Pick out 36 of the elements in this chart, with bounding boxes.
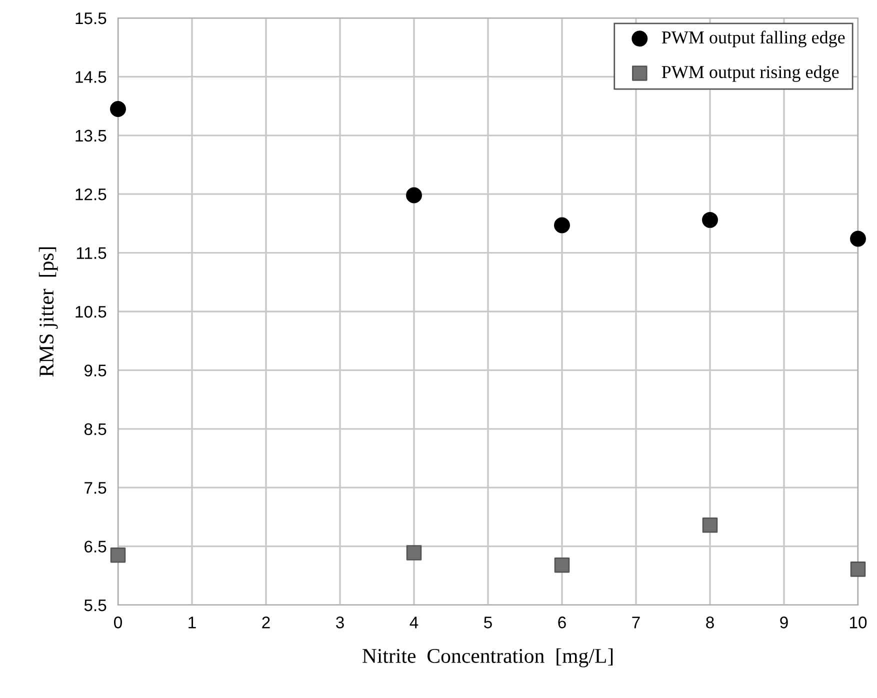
point (554, 557, 570, 573)
point (406, 187, 422, 204)
x-axis-title: Nitrite Concentration [mg/L] (362, 648, 613, 668)
point (110, 547, 126, 563)
x-tick-label: 9 (780, 616, 788, 628)
point (702, 518, 718, 533)
legend-label: PWM output falling edge (662, 30, 845, 48)
y-tick-label: 5.5 (84, 600, 106, 612)
x-tick-label: 3 (336, 616, 344, 628)
x-tick-label: 7 (632, 616, 640, 628)
y-tick-label: 11.5 (76, 247, 106, 260)
point (110, 101, 126, 117)
point (406, 545, 422, 560)
y-axis-title: RMS jitter [ps] (38, 247, 58, 377)
y-tick-label: 9.5 (84, 364, 106, 376)
y-tick-label: 12.5 (76, 188, 106, 200)
x-tick-label: 8 (706, 616, 714, 628)
point (850, 562, 866, 577)
y-tick-label: 14.5 (76, 71, 106, 83)
y-tick-label: 8.5 (84, 423, 106, 436)
x-tick-label: 5 (484, 616, 492, 628)
y-tick-label: 13.5 (76, 130, 106, 142)
y-tick-label: 7.5 (84, 482, 106, 494)
y-tick-label: 6.5 (84, 540, 106, 553)
x-tick-label: 4 (410, 616, 418, 628)
legend-label: PWM output rising edge (662, 65, 839, 82)
x-tick-label: 6 (558, 616, 566, 628)
y-tick-label: 10.5 (76, 306, 106, 318)
point (554, 217, 570, 234)
point (850, 230, 866, 247)
x-tick-label: 2 (262, 616, 270, 628)
point (702, 212, 718, 228)
x-tick-label: 1 (188, 616, 196, 628)
y-tick-label: 15.5 (76, 12, 106, 24)
x-tick-label: 0 (114, 616, 122, 628)
x-tick-label: 10 (850, 616, 867, 628)
